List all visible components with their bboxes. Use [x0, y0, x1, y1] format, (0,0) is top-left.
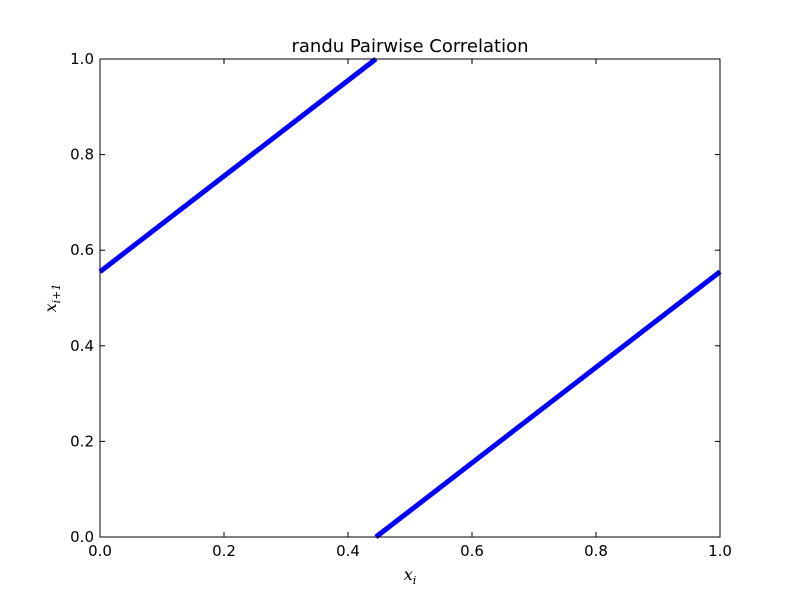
y-tick-label: 0.6	[70, 241, 94, 259]
y-axis-ticks: 0.0 0.2 0.4 0.6 0.8 1.0	[70, 50, 720, 546]
x-tick-label: 0.2	[212, 542, 236, 560]
y-axis-label: xi+1	[41, 284, 63, 313]
y-tick-label: 1.0	[70, 50, 94, 68]
series-line-0	[98, 57, 378, 274]
y-tick-label: 0.0	[70, 528, 94, 546]
x-tick-label: 1.0	[708, 542, 732, 560]
y-tick-label: 0.2	[70, 432, 94, 450]
chart-title: randu Pairwise Correlation	[291, 36, 528, 57]
x-tick-label: 0.0	[88, 542, 112, 560]
y-tick-label: 0.8	[70, 146, 94, 164]
y-tick-label: 0.4	[70, 337, 94, 355]
x-tick-label: 0.4	[336, 542, 360, 560]
x-tick-label: 0.6	[460, 542, 484, 560]
plot-frame	[99, 58, 721, 538]
x-tick-label: 0.8	[584, 542, 608, 560]
series-line-1	[374, 269, 722, 539]
x-axis-label: xi	[404, 565, 417, 587]
x-axis-ticks: 0.0 0.2 0.4 0.6 0.8 1.0	[88, 59, 732, 560]
series-layer	[98, 57, 722, 539]
